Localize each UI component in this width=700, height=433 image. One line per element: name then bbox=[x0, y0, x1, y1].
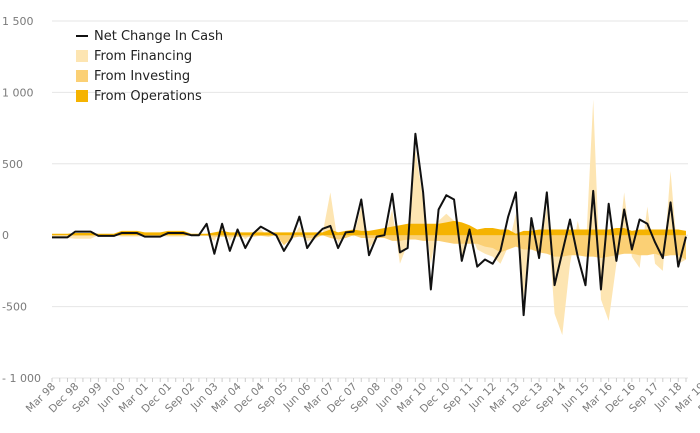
y-tick-label: -500 bbox=[2, 301, 27, 314]
legend-swatch-operations bbox=[76, 90, 88, 102]
y-tick-label: 1 000 bbox=[2, 86, 34, 99]
legend-label-investing[interactable]: From Investing bbox=[94, 69, 190, 84]
line-series-layer bbox=[52, 132, 687, 317]
legend-swatch-investing bbox=[76, 70, 88, 82]
area-series-layer bbox=[52, 99, 686, 336]
area-investing bbox=[52, 235, 686, 260]
legend: Net Change In Cash From Financing From I… bbox=[76, 29, 223, 104]
legend-label-net-change[interactable]: Net Change In Cash bbox=[94, 29, 223, 44]
y-tick-label: 500 bbox=[2, 158, 23, 171]
y-tick-label: 1 500 bbox=[2, 15, 34, 28]
area-operations bbox=[52, 220, 686, 236]
legend-swatch-financing bbox=[76, 50, 88, 62]
y-axis-tick-labels: 1 500 1 000 500 0 -500 - 1 000 bbox=[2, 15, 41, 385]
legend-label-financing[interactable]: From Financing bbox=[94, 49, 192, 64]
line-net-change-in-cash bbox=[52, 132, 687, 317]
y-tick-label: 0 bbox=[2, 229, 9, 242]
y-tick-label: - 1 000 bbox=[2, 372, 41, 385]
legend-label-operations[interactable]: From Operations bbox=[94, 89, 202, 104]
